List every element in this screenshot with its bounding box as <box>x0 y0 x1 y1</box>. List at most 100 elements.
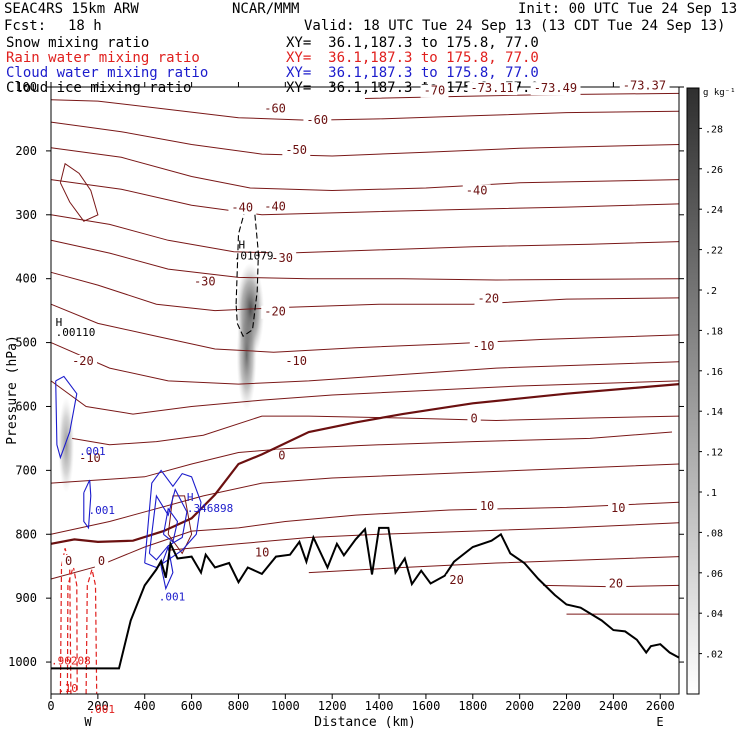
contour-label-bg <box>303 114 332 128</box>
x-tick-label: 1000 <box>271 699 300 713</box>
extremum-label: H <box>56 316 63 329</box>
field-xy-0: XY= 36.1,187.3 to 175.8, 77.0 <box>286 35 539 51</box>
isotherm-contour <box>50 271 680 312</box>
colorbar-tick-label: .2 <box>705 286 717 297</box>
isotherm-contour <box>364 92 680 99</box>
temperature-contour-label: -20 <box>264 305 286 319</box>
temperature-contour-label: 10 <box>255 546 269 560</box>
center-title: NCAR/MMM <box>232 1 300 17</box>
contour-label-bg <box>76 452 105 466</box>
contour-label-bg <box>476 499 498 513</box>
temperature-contour-label: -40 <box>466 183 488 197</box>
isotherm-contour <box>72 415 680 446</box>
isotherm-contour <box>50 501 680 580</box>
extremum-label: H <box>187 491 194 504</box>
rain-water-contour <box>85 569 98 695</box>
extremum-label: .001 <box>88 504 115 517</box>
contour-label-bg <box>605 577 627 591</box>
contour-label-bg <box>282 144 311 158</box>
temperature-contour-label: 0 <box>65 554 72 568</box>
model-title: SEAC4RS 15km ARW <box>4 1 139 17</box>
colorbar-tick-label: .24 <box>705 205 723 216</box>
cloud-water-contour <box>144 469 202 569</box>
colorbar-unit: g kg⁻¹ <box>703 88 736 98</box>
isotherm-loop <box>59 162 99 222</box>
extremum-label: .00110 <box>56 326 96 339</box>
x-tick-label: 600 <box>181 699 203 713</box>
temperature-contour-label: -73.49 <box>534 81 577 95</box>
temperature-contour-label: -10 <box>79 451 101 465</box>
plot-frame <box>50 86 680 695</box>
contour-label-bg <box>261 305 290 319</box>
contour-label-bg <box>282 354 311 368</box>
x-tick-label: 800 <box>228 699 250 713</box>
x-tick-label: 2000 <box>505 699 534 713</box>
contour-label-bg <box>467 412 481 426</box>
x-tick-label: 400 <box>134 699 156 713</box>
temperature-contour-label: -73.37 <box>623 79 666 93</box>
colorbar-tick-label: .06 <box>705 569 723 580</box>
temperature-contour-label: -50 <box>285 143 307 157</box>
fcst-label: Fcst: <box>4 18 47 34</box>
contour-label-bg <box>275 449 289 463</box>
cloud-water-contour <box>83 479 92 530</box>
contour-label-bg <box>530 82 581 96</box>
isotherm-contour <box>50 99 680 121</box>
cloud-water-contour <box>160 544 174 591</box>
colorbar-tick-label: .16 <box>705 367 723 378</box>
field-xy-1: XY= 36.1,187.3 to 175.8, 77.0 <box>286 50 539 66</box>
field-name-2: Cloud water mixing ratio <box>6 65 209 81</box>
temperature-contour-label: -73.11 <box>470 81 513 95</box>
y-tick-label: 700 <box>15 463 37 477</box>
contour-label-bg <box>190 275 219 289</box>
isotherm-contour <box>50 380 680 415</box>
temperature-contour-label: -10 <box>473 339 495 353</box>
contour-label-bg <box>474 292 503 306</box>
temperature-contour-label: -70 <box>424 84 446 98</box>
fcst-value: 18 h <box>68 18 102 34</box>
x-tick-label: 2600 <box>646 699 675 713</box>
y-tick-label: 1000 <box>8 655 37 669</box>
isotherm-contour <box>50 431 673 484</box>
contour-label-bg <box>462 184 491 198</box>
extremum-label: H <box>238 239 245 252</box>
y-axis-label: Pressure (hPa) <box>5 335 20 445</box>
y-tick-label: 300 <box>15 208 37 222</box>
field-name-0: Snow mixing ratio <box>6 35 150 51</box>
x-tick-label: 1400 <box>365 699 394 713</box>
rain-water-contour <box>59 548 72 695</box>
colorbar-tick-label: .08 <box>705 528 723 539</box>
x-tick-label: 1200 <box>318 699 347 713</box>
temperature-contour-label: -20 <box>72 354 94 368</box>
x-axis-label: Distance (km) <box>314 715 416 730</box>
x-tick-label: 2400 <box>599 699 628 713</box>
contour-label-bg <box>619 79 670 93</box>
contour-label-bg <box>261 200 290 214</box>
field-xy-2: XY= 36.1,187.3 to 175.8, 77.0 <box>286 65 539 81</box>
east-label: E <box>656 715 663 729</box>
temperature-contour-label: 10 <box>480 499 494 513</box>
contour-label-bg <box>446 574 467 588</box>
temperature-contour-label: -30 <box>194 275 216 289</box>
temperature-contour-label: -20 <box>477 291 499 305</box>
isotherm-contour <box>50 147 680 192</box>
contour-label-bg <box>268 252 297 266</box>
contour-label-bg <box>608 501 629 515</box>
temperature-contour-label: -60 <box>264 102 286 116</box>
x-tick-label: 1600 <box>411 699 440 713</box>
cloud-ice-contour <box>235 207 259 338</box>
extremum-label: .001 <box>88 703 115 716</box>
contour-label-bg <box>69 354 97 368</box>
field-name-3: Cloud ice mixing ratio <box>6 80 192 96</box>
isotherm-contour <box>50 121 680 157</box>
isotherm-contour <box>50 214 680 254</box>
colorbar-tick-label: .12 <box>705 448 723 459</box>
contour-label-bg <box>467 82 518 96</box>
colorbar-tick-label: .02 <box>705 650 723 661</box>
y-tick-label: 200 <box>15 144 37 158</box>
contour-label-bg <box>469 340 498 354</box>
contour-label-bg <box>228 201 257 215</box>
colorbar-tick-label: .1 <box>705 488 717 499</box>
temperature-contour-label: 10 <box>611 501 625 515</box>
temperature-contour-label: 20 <box>609 576 623 590</box>
